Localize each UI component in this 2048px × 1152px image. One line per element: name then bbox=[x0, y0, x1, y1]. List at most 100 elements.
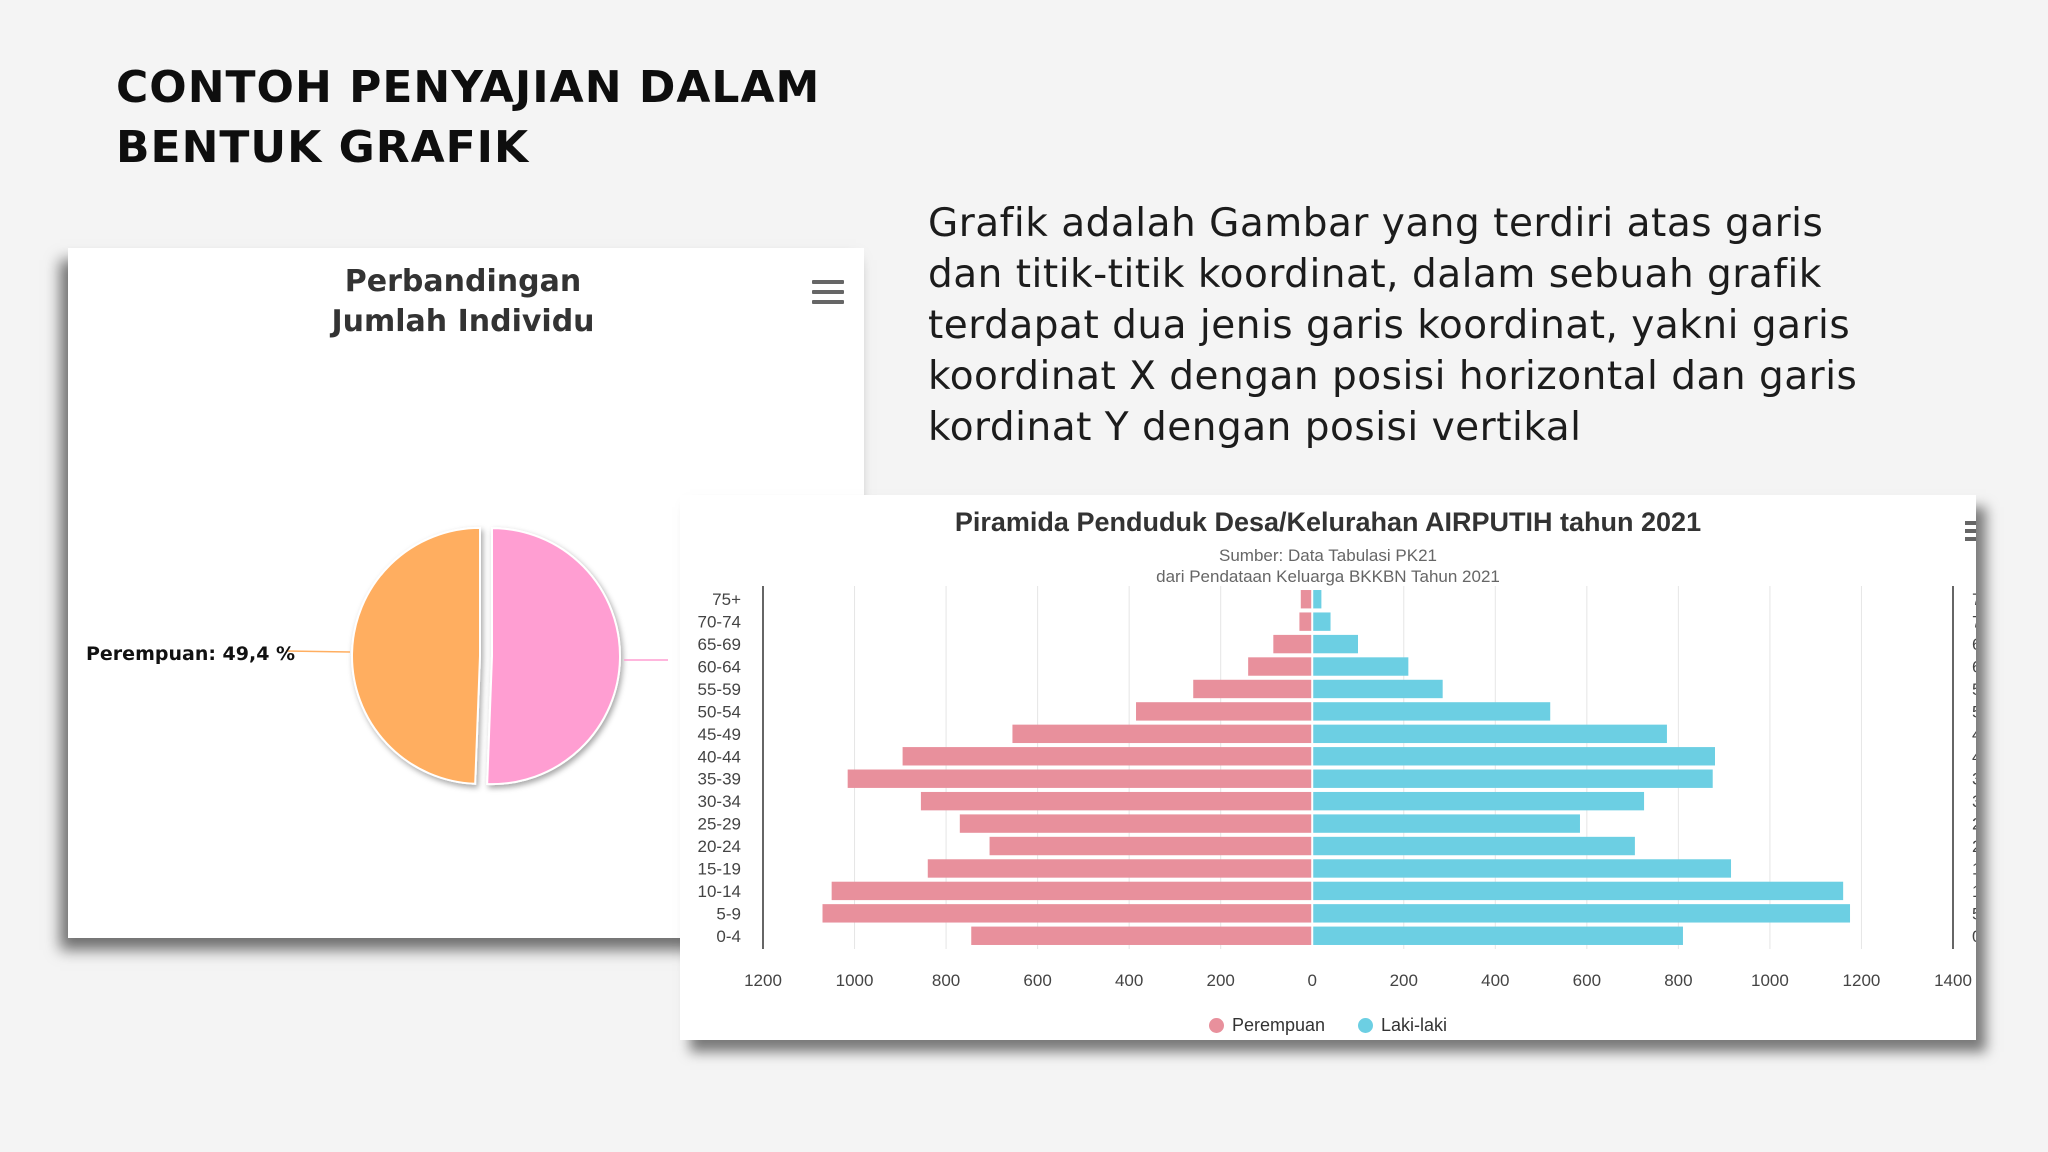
y-tick-label: 35-39 bbox=[698, 770, 741, 789]
y-tick-label-right: 45- bbox=[1972, 725, 1976, 744]
bar-perempuan bbox=[902, 747, 1313, 766]
population-pyramid-card: Piramida Penduduk Desa/Kelurahan AIRPUTI… bbox=[680, 495, 1976, 1040]
legend-dot-perempuan bbox=[1208, 1018, 1224, 1033]
pie-chart bbox=[285, 526, 668, 786]
y-tick-label: 75+ bbox=[712, 590, 741, 609]
y-tick-label-right: 30- bbox=[1972, 792, 1976, 811]
bar-perempuan bbox=[1273, 634, 1313, 654]
y-tick-label: 65-69 bbox=[698, 635, 741, 654]
bar-perempuan bbox=[1012, 724, 1313, 744]
pyramid-subtitle: Sumber: Data Tabulasi PK21 dari Pendataa… bbox=[680, 545, 1976, 587]
bar-laki-laki bbox=[1312, 612, 1331, 631]
x-tick-label: 800 bbox=[1664, 971, 1692, 990]
x-tick-label: 400 bbox=[1481, 971, 1509, 990]
bar-perempuan bbox=[1136, 702, 1313, 721]
x-tick-label: 600 bbox=[1023, 971, 1051, 990]
description-paragraph: Grafik adalah Gambar yang terdiri atas g… bbox=[928, 198, 1968, 453]
bar-perempuan bbox=[847, 769, 1313, 788]
pie-title-line: Jumlah Individu bbox=[331, 304, 595, 339]
chart-menu-hamburger-icon[interactable] bbox=[812, 280, 844, 306]
legend-label: Laki-laki bbox=[1381, 1015, 1448, 1035]
y-tick-label: 10-14 bbox=[698, 882, 741, 901]
bar-laki-laki bbox=[1312, 679, 1443, 699]
bar-perempuan bbox=[831, 881, 1313, 901]
bar-perempuan bbox=[959, 814, 1313, 833]
x-tick-label: 0 bbox=[1307, 971, 1316, 990]
bar-laki-laki bbox=[1312, 814, 1580, 833]
slide-title-line: BENTUK GRAFIK bbox=[116, 122, 530, 173]
y-tick-label-right: 75+ bbox=[1972, 590, 1976, 609]
description-line: terdapat dua jenis garis koordinat, yakn… bbox=[928, 303, 1851, 348]
y-tick-label-right: 55- bbox=[1972, 680, 1976, 699]
y-tick-label-right: 35- bbox=[1972, 770, 1976, 789]
description-line: Grafik adalah Gambar yang terdiri atas g… bbox=[928, 201, 1824, 246]
pyramid-title: Piramida Penduduk Desa/Kelurahan AIRPUTI… bbox=[954, 507, 1702, 537]
bar-laki-laki bbox=[1312, 702, 1551, 721]
y-tick-label: 60-64 bbox=[698, 658, 741, 677]
bar-perempuan bbox=[1300, 590, 1313, 609]
population-pyramid-chart: 75+ 75+ 70-74 70- 65-69 65- 60-64 60- 55-59 55- 50… bbox=[698, 586, 1976, 990]
y-tick-label-right: 0-4 bbox=[1972, 927, 1976, 946]
y-tick-label-right: 5-9 bbox=[1972, 904, 1976, 923]
bar-perempuan bbox=[1248, 657, 1313, 676]
y-tick-label: 25-29 bbox=[698, 815, 741, 834]
x-tick-label: 1200 bbox=[744, 971, 782, 990]
description-line: kordinat Y dengan posisi vertikal bbox=[928, 405, 1582, 450]
y-tick-label: 5-9 bbox=[716, 904, 741, 923]
description-line: dan titik-titik koordinat, dalam sebuah … bbox=[928, 252, 1822, 297]
y-tick-label: 70-74 bbox=[698, 613, 741, 632]
pie-slice-perempuan bbox=[351, 526, 482, 785]
x-tick-label: 400 bbox=[1115, 971, 1143, 990]
x-tick-label: 800 bbox=[932, 971, 960, 990]
pie-connector-line bbox=[285, 650, 351, 653]
bar-perempuan bbox=[1299, 612, 1313, 631]
y-tick-label-right: 70- bbox=[1972, 613, 1976, 632]
y-tick-label: 30-34 bbox=[698, 792, 741, 811]
legend-label: Perempuan bbox=[1231, 1015, 1325, 1035]
y-tick-label: 55-59 bbox=[698, 680, 741, 699]
y-tick-label: 50-54 bbox=[698, 702, 741, 721]
legend-dot-laki-laki bbox=[1358, 1018, 1374, 1033]
bar-perempuan bbox=[822, 904, 1313, 923]
pie-chart-title: Perbandingan Jumlah Individu bbox=[68, 262, 858, 342]
bar-laki-laki bbox=[1312, 634, 1358, 654]
bar-laki-laki bbox=[1312, 590, 1322, 609]
y-tick-label-right: 50- bbox=[1972, 702, 1976, 721]
bar-laki-laki bbox=[1312, 769, 1713, 788]
pyramid-subtitle-line: Sumber: Data Tabulasi PK21 bbox=[1219, 546, 1437, 565]
x-tick-label: 200 bbox=[1390, 971, 1418, 990]
chart-legend: Perempuan Laki-laki bbox=[680, 1015, 1976, 1036]
bar-perempuan bbox=[989, 836, 1313, 856]
description-line: koordinat X dengan posisi horizontal dan… bbox=[928, 354, 1858, 399]
y-tick-label: 15-19 bbox=[698, 859, 741, 878]
legend-item-perempuan[interactable]: Perempuan bbox=[1208, 1015, 1325, 1036]
x-tick-label: 600 bbox=[1573, 971, 1601, 990]
bar-laki-laki bbox=[1312, 881, 1844, 901]
pie-slice-label: Perempuan: 49,4 % bbox=[86, 643, 296, 665]
y-tick-label-right: 10- bbox=[1972, 882, 1976, 901]
bar-laki-laki bbox=[1312, 926, 1683, 945]
pyramid-subtitle-line: dari Pendataan Keluarga BKKBN Tahun 2021 bbox=[1156, 567, 1500, 586]
bar-perempuan bbox=[920, 791, 1313, 811]
y-tick-label: 45-49 bbox=[698, 725, 741, 744]
x-tick-label: 1000 bbox=[836, 971, 874, 990]
y-tick-label-right: 15- bbox=[1972, 859, 1976, 878]
y-tick-label: 0-4 bbox=[716, 927, 741, 946]
y-tick-label-right: 25- bbox=[1972, 815, 1976, 834]
legend-item-laki-laki[interactable]: Laki-laki bbox=[1358, 1015, 1447, 1036]
bar-perempuan bbox=[927, 859, 1313, 878]
chart-menu-hamburger-icon[interactable] bbox=[1965, 521, 1976, 543]
bar-perempuan bbox=[971, 926, 1313, 945]
bar-laki-laki bbox=[1312, 747, 1715, 766]
y-tick-label-right: 60- bbox=[1972, 658, 1976, 677]
y-tick-label-right: 65- bbox=[1972, 635, 1976, 654]
bar-laki-laki bbox=[1312, 724, 1667, 744]
bar-laki-laki bbox=[1312, 791, 1645, 811]
x-tick-label: 1400 bbox=[1934, 971, 1972, 990]
bar-laki-laki bbox=[1312, 859, 1732, 878]
y-tick-label: 40-44 bbox=[698, 747, 741, 766]
bar-perempuan bbox=[1193, 679, 1313, 699]
x-tick-label: 1200 bbox=[1843, 971, 1881, 990]
bar-laki-laki bbox=[1312, 904, 1851, 923]
y-tick-label: 20-24 bbox=[698, 837, 741, 856]
